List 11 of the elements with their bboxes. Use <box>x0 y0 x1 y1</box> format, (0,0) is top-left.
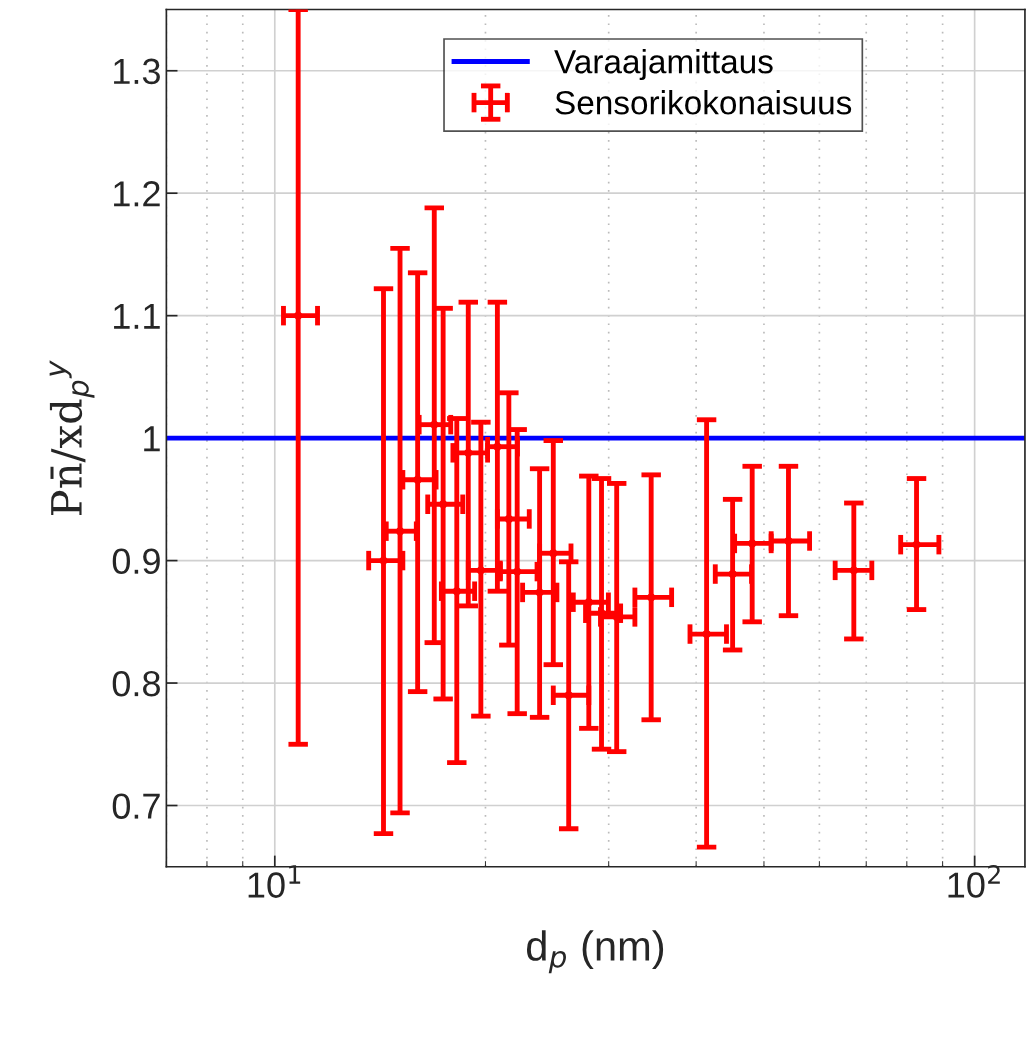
y-tick-label: 1.2 <box>114 181 160 207</box>
y-tick-label: 0.9 <box>112 548 160 575</box>
x-axis-title: d$_{p}$ (nm) <box>526 930 664 974</box>
y-tick-label: 1 <box>144 426 160 452</box>
y-tick-label: 0.7 <box>112 793 160 819</box>
legend-label: Varaajamittaus <box>554 49 773 81</box>
y-tick-label: 1.1 <box>114 303 160 329</box>
legend-label: Sensorikokonaisuus <box>555 90 852 115</box>
y-axis-title: Pn̄/xd$_{p}$$^{y}$ <box>49 360 95 515</box>
y-tick-label: 1.3 <box>114 58 160 85</box>
y-tick-label: 0.8 <box>112 670 160 697</box>
